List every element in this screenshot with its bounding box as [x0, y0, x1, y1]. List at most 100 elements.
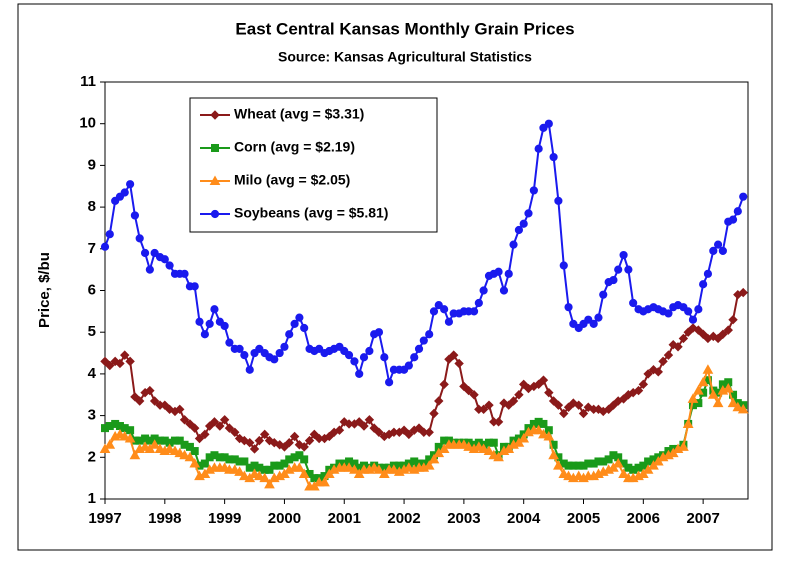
marker — [225, 338, 234, 347]
marker — [210, 209, 220, 219]
legend-label: Corn (avg = $2.19) — [234, 139, 355, 155]
marker — [493, 451, 504, 462]
marker — [364, 415, 375, 425]
marker — [249, 444, 260, 454]
marker — [518, 379, 529, 390]
marker — [295, 313, 304, 322]
marker — [712, 397, 724, 408]
marker — [554, 196, 563, 205]
x-tick-label: 1999 — [208, 510, 241, 527]
marker — [309, 429, 320, 440]
x-tick-label: 2006 — [627, 510, 660, 527]
marker — [124, 433, 136, 443]
marker — [737, 403, 749, 414]
marker — [190, 282, 199, 291]
marker — [544, 387, 554, 398]
marker — [100, 356, 110, 367]
marker — [359, 421, 369, 431]
marker — [604, 455, 613, 464]
marker — [299, 442, 309, 452]
marker — [319, 476, 330, 487]
x-tick-label: 2000 — [268, 510, 301, 527]
marker — [240, 457, 249, 466]
marker — [219, 415, 230, 425]
marker — [300, 455, 309, 464]
marker — [404, 361, 413, 370]
marker — [425, 330, 434, 339]
x-tick-label: 2003 — [447, 510, 480, 527]
marker — [463, 441, 475, 451]
marker — [728, 314, 738, 325]
marker — [440, 305, 449, 314]
marker — [709, 246, 718, 255]
marker — [259, 472, 271, 483]
x-tick-label: 2007 — [686, 510, 719, 527]
marker — [564, 303, 573, 312]
marker — [380, 353, 389, 362]
marker — [618, 468, 629, 478]
marker — [150, 248, 159, 258]
marker — [179, 415, 190, 425]
y-tick-label: 1 — [88, 490, 96, 507]
marker — [718, 246, 727, 255]
marker — [373, 464, 385, 474]
marker — [190, 447, 199, 456]
y-tick-label: 7 — [88, 240, 96, 257]
marker — [149, 439, 161, 449]
marker — [584, 315, 593, 324]
y-tick-label: 8 — [88, 198, 96, 215]
marker — [663, 350, 674, 360]
marker — [429, 307, 439, 316]
marker — [504, 400, 514, 410]
marker — [529, 186, 538, 195]
marker — [298, 468, 310, 478]
marker — [104, 439, 116, 449]
marker — [220, 321, 229, 331]
marker — [428, 453, 440, 464]
marker — [444, 317, 454, 326]
marker — [454, 358, 464, 369]
marker — [354, 417, 364, 427]
marker — [682, 418, 694, 428]
marker — [519, 219, 528, 228]
marker — [463, 385, 474, 396]
marker — [205, 319, 214, 328]
marker — [653, 367, 663, 377]
marker — [638, 379, 649, 390]
marker — [414, 344, 424, 353]
marker — [195, 317, 204, 326]
marker — [294, 462, 305, 472]
marker — [574, 400, 584, 410]
marker — [434, 396, 444, 406]
marker — [549, 152, 558, 162]
marker — [539, 419, 548, 428]
marker — [194, 433, 205, 444]
marker — [474, 298, 483, 308]
marker — [419, 336, 428, 345]
marker — [185, 419, 195, 429]
marker — [727, 397, 739, 408]
marker — [559, 261, 568, 270]
legend-label: Milo (avg = $2.05) — [234, 172, 350, 188]
marker — [718, 329, 728, 339]
marker — [694, 305, 703, 314]
y-tick-label: 2 — [88, 448, 96, 465]
marker — [120, 350, 130, 360]
marker — [135, 234, 144, 243]
marker — [514, 225, 524, 235]
marker — [589, 319, 598, 328]
chart-subtitle: Source: Kansas Agricultural Statistics — [278, 49, 532, 65]
marker — [369, 423, 379, 433]
marker — [264, 478, 275, 489]
marker — [374, 328, 384, 337]
marker — [609, 275, 618, 285]
marker — [692, 385, 704, 395]
marker — [209, 417, 220, 427]
y-tick-label: 9 — [88, 156, 96, 173]
marker — [265, 465, 274, 474]
legend-box — [189, 97, 438, 233]
marker — [469, 390, 479, 400]
marker — [697, 376, 709, 387]
marker — [578, 408, 589, 419]
